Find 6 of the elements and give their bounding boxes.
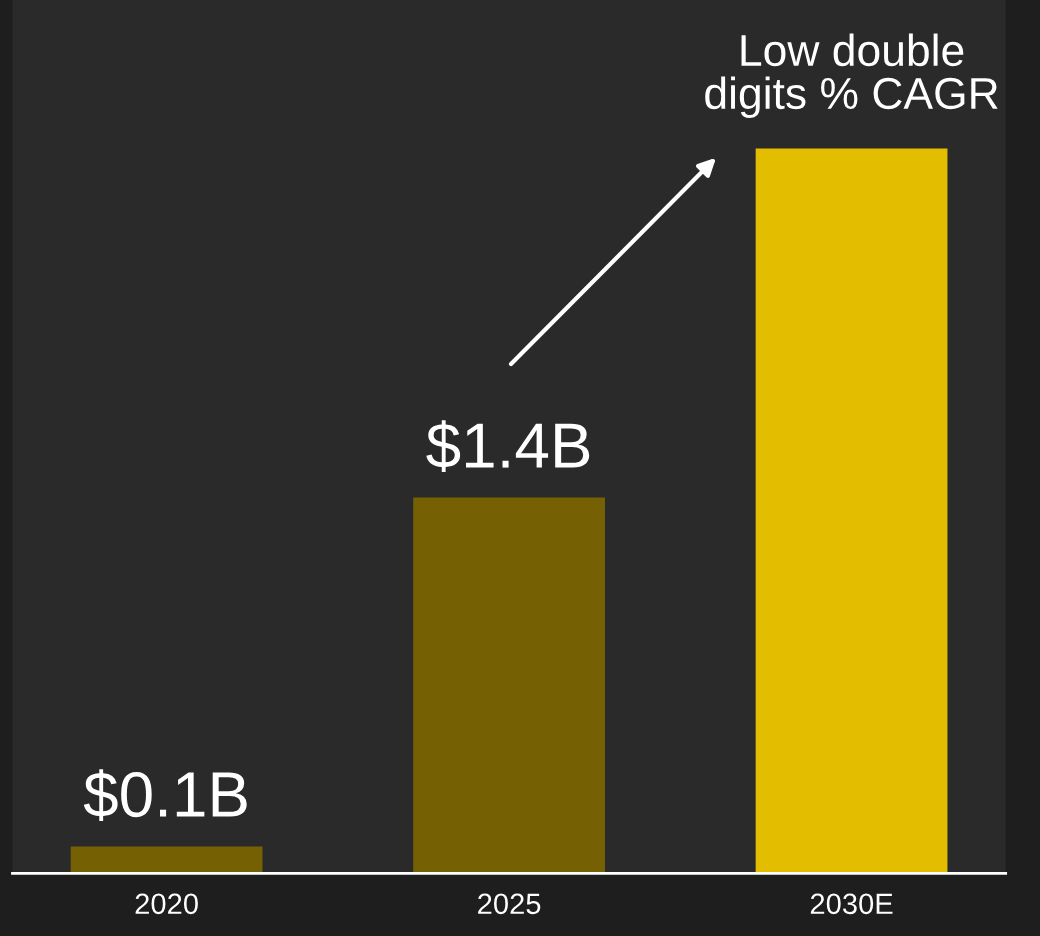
data-label: $0.1B: [83, 769, 247, 821]
x-tick-label: 2030E: [810, 893, 893, 915]
x-tick-label: 2025: [478, 893, 541, 915]
annotation: Low double digits % CAGR: [705, 33, 998, 119]
data-label: $1.4B: [426, 420, 590, 473]
x-tick-label: 2020: [135, 893, 198, 915]
